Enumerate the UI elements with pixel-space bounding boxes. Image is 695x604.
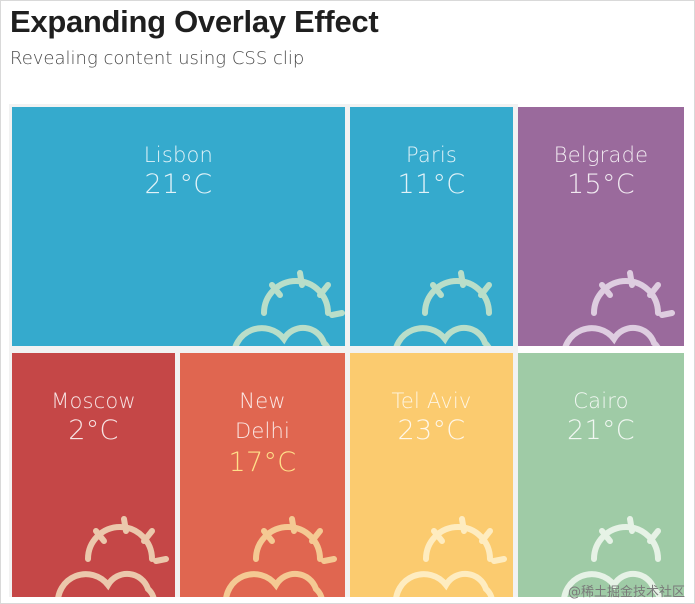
sun-cloud-icon [232,270,345,346]
sun-cloud-icon [393,270,492,346]
tile-temperature: 11°C [397,169,466,200]
sun-cloud-icon [561,516,663,597]
tile-belgrade[interactable]: Belgrade 15°C [518,107,684,346]
tile-city-name: Tel Aviv [391,389,472,413]
tile-city-name: Belgrade [553,143,649,167]
sun-cloud-icon [393,516,507,597]
tile-city-name-line1: New [239,389,286,413]
tile-city-name: Cairo [573,389,629,413]
tile-temperature: 17°C [228,447,297,478]
tile-temperature: 15°C [567,169,635,200]
tile-new-delhi[interactable]: New Delhi 17°C [180,353,345,597]
tile-city-name: Lisbon [143,143,214,167]
tile-lisbon[interactable]: Lisbon 21°C [12,107,345,346]
sun-cloud-icon [55,516,169,597]
tile-paris[interactable]: Paris 11°C [350,107,513,346]
tile-temperature: 21°C [567,415,635,446]
watermark: @稀土掘金技术社区 [567,585,685,600]
sun-cloud-icon [562,270,675,346]
sun-cloud-icon [223,516,337,597]
tile-city-name: Paris [406,143,457,167]
tile-moscow[interactable]: Moscow 2°C [12,353,175,597]
page-subtitle: Revealing content using CSS clip [10,48,305,69]
tile-temperature: 21°C [144,169,213,200]
tile-cairo[interactable]: Cairo 21°C [518,353,684,597]
tile-city-name-line2: Delhi [234,419,291,443]
tile-tel-aviv[interactable]: Tel Aviv 23°C [350,353,513,597]
tile-city-name: Moscow [51,389,136,413]
tile-temperature: 23°C [397,415,466,446]
tile-temperature: 2°C [68,415,119,446]
page-title: Expanding Overlay Effect [10,4,379,39]
